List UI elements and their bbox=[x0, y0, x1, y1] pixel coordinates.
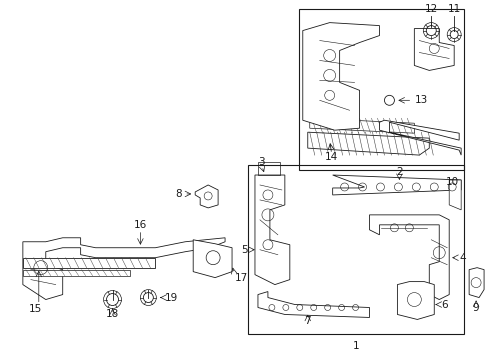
Text: 5: 5 bbox=[241, 245, 247, 255]
Text: 6: 6 bbox=[440, 300, 447, 310]
Polygon shape bbox=[468, 268, 483, 298]
Text: 1: 1 bbox=[352, 341, 359, 351]
Polygon shape bbox=[254, 175, 289, 285]
Text: 4: 4 bbox=[458, 253, 465, 263]
Text: 17: 17 bbox=[235, 273, 248, 283]
Text: 7: 7 bbox=[304, 316, 310, 327]
Text: 16: 16 bbox=[134, 220, 147, 230]
Text: 14: 14 bbox=[325, 152, 338, 162]
Bar bbox=[258, 162, 279, 175]
Polygon shape bbox=[258, 292, 369, 318]
Polygon shape bbox=[309, 118, 413, 133]
Text: 19: 19 bbox=[165, 293, 178, 302]
Text: 9: 9 bbox=[472, 302, 478, 312]
Polygon shape bbox=[23, 270, 130, 276]
Bar bbox=[247, 165, 463, 334]
Polygon shape bbox=[397, 282, 433, 319]
Polygon shape bbox=[369, 215, 448, 300]
Text: 8: 8 bbox=[175, 189, 182, 199]
Polygon shape bbox=[23, 258, 155, 268]
Text: 18: 18 bbox=[106, 310, 119, 319]
Text: 13: 13 bbox=[413, 95, 427, 105]
Polygon shape bbox=[413, 28, 453, 71]
Polygon shape bbox=[448, 180, 460, 210]
Text: 11: 11 bbox=[447, 4, 460, 14]
Polygon shape bbox=[379, 120, 460, 155]
Polygon shape bbox=[332, 175, 460, 195]
Text: 3: 3 bbox=[258, 157, 264, 167]
Polygon shape bbox=[193, 240, 232, 278]
Polygon shape bbox=[307, 132, 428, 155]
Polygon shape bbox=[302, 23, 379, 130]
Text: 2: 2 bbox=[395, 167, 402, 177]
Text: 12: 12 bbox=[424, 4, 437, 14]
Polygon shape bbox=[23, 238, 224, 300]
Bar bbox=[298, 9, 463, 170]
Polygon shape bbox=[195, 185, 218, 208]
Text: 15: 15 bbox=[29, 305, 42, 315]
Text: 10: 10 bbox=[445, 177, 458, 187]
